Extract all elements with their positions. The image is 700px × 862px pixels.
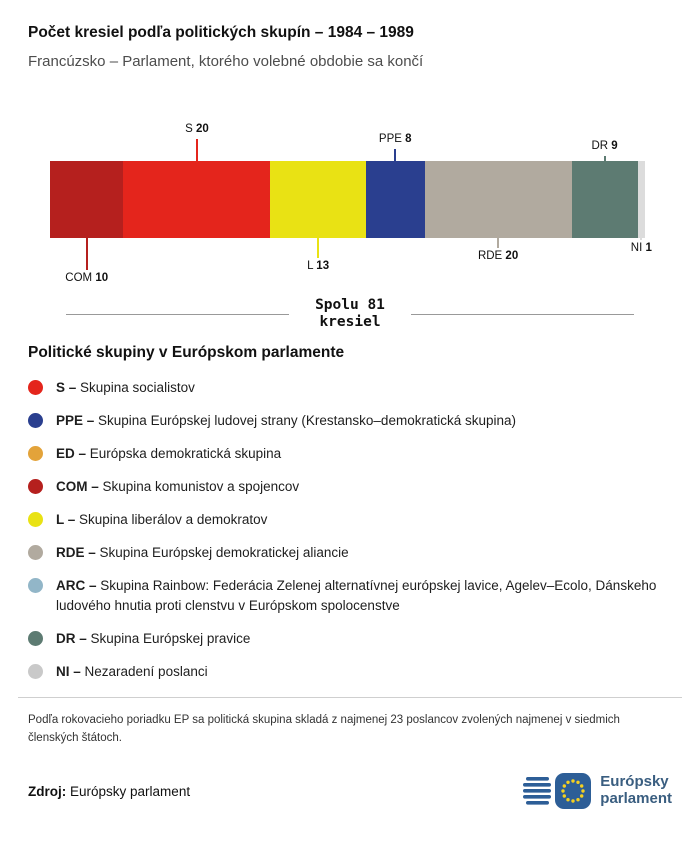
legend-item-ni: NI – Nezaradení poslanci [28, 662, 672, 682]
legend-item-ed: ED – Európska demokratická skupina [28, 444, 672, 464]
legend-list: S – Skupina socialistov PPE – Skupina Eur… [28, 378, 672, 682]
bar-segment-s [123, 161, 271, 238]
ep-logo-icon [523, 773, 592, 810]
leader-line-s [195, 139, 198, 161]
bar-segment-com [50, 161, 124, 238]
total-row: Spolu 81 kresiel [66, 297, 634, 332]
source-value: Európsky parlament [70, 783, 191, 799]
ep-logo: Európsky parlament [523, 770, 672, 812]
total-divider-left [66, 313, 290, 315]
legend-item-arc: ARC – Skupina Rainbow: Federácia Zelenej… [28, 576, 672, 615]
legend-dot-icon [28, 512, 43, 528]
legend-dot-icon [28, 379, 43, 395]
legend-item-text: S – Skupina socialistov [56, 379, 195, 395]
footer-bar: Zdroj: Európsky parlament Európsky [28, 770, 672, 812]
bar-label-ni: NI 1 [630, 242, 652, 254]
total-seats-label: Spolu 81 kresiel [315, 297, 385, 331]
bar-segment-ppe [365, 161, 425, 238]
leader-line-ni [640, 238, 643, 240]
legend-item-text: PPE – Skupina Európskej ludovej strany (… [56, 412, 516, 428]
legend-dot-icon [28, 412, 43, 428]
leader-line-com [85, 238, 88, 270]
bar-label-s: S 20 [185, 123, 209, 135]
bar-label-dr: DR 9 [591, 140, 618, 152]
legend-dot-icon [28, 663, 43, 679]
legend-item-rde: RDE – Skupina Európskej demokratickej al… [28, 543, 672, 563]
legend-item-com: COM – Skupina komunistov a spojencov [28, 477, 672, 497]
legend-item-text: DR – Skupina Európskej pravice [56, 630, 251, 646]
bar-label-ppe: PPE 8 [378, 133, 412, 145]
legend-item-text: ED – Európska demokratická skupina [56, 445, 282, 461]
legend-dot-icon [28, 445, 43, 461]
page-title: Počet kresiel podľa politických skupín –… [28, 24, 414, 41]
bar-label-l: L 13 [307, 260, 330, 272]
legend-item-text: COM – Skupina komunistov a spojencov [56, 478, 300, 494]
legend-item-dr: DR – Skupina Európskej pravice [28, 629, 672, 649]
legend-dot-icon [28, 478, 43, 494]
leader-line-rde [497, 238, 500, 248]
legend-item-l: L – Skupina liberálov a demokratov [28, 510, 672, 530]
bar-segment-l [270, 161, 366, 238]
legend-dot-icon [28, 630, 43, 646]
legend-item-text: RDE – Skupina Európskej demokratickej al… [56, 545, 349, 561]
bar-label-com: COM 10 [65, 272, 109, 284]
footer-divider [18, 697, 682, 699]
ep-logo-text: Európsky parlament [600, 773, 672, 808]
legend-item-text: ARC – Skupina Rainbow: Federácia Zelenej… [56, 578, 657, 613]
bar-segment-rde [424, 161, 572, 238]
stacked-bar [50, 161, 645, 238]
bar-segment-ni [637, 161, 645, 238]
legend-dot-icon [28, 578, 43, 594]
total-divider-right [410, 313, 634, 315]
seats-chart: COM 10 S 20 L 13 PPE 8 RDE 20 DR 9 NI 1 [50, 116, 652, 291]
leader-line-ppe [394, 149, 397, 161]
legend-item-ppe: PPE – Skupina Európskej ludovej strany (… [28, 411, 672, 431]
leader-line-dr [603, 156, 606, 161]
bar-segment-dr [571, 161, 638, 238]
source-line: Zdroj: Európsky parlament [28, 784, 190, 799]
legend-title: Politické skupiny v Európskom parlamente [28, 343, 345, 361]
bar-label-rde: RDE 20 [477, 250, 519, 262]
legend-item-s: S – Skupina socialistov [28, 378, 672, 398]
legend-item-text: NI – Nezaradení poslanci [56, 663, 208, 679]
legend-dot-icon [28, 545, 43, 561]
source-label: Zdroj: [28, 783, 67, 799]
legend-item-text: L – Skupina liberálov a demokratov [56, 512, 268, 528]
footnote: Podľa rokovacieho poriadku EP sa politic… [28, 714, 620, 745]
leader-line-l [317, 238, 320, 258]
page-subtitle: Francúzsko – Parlament, ktorého volebné … [28, 53, 424, 70]
